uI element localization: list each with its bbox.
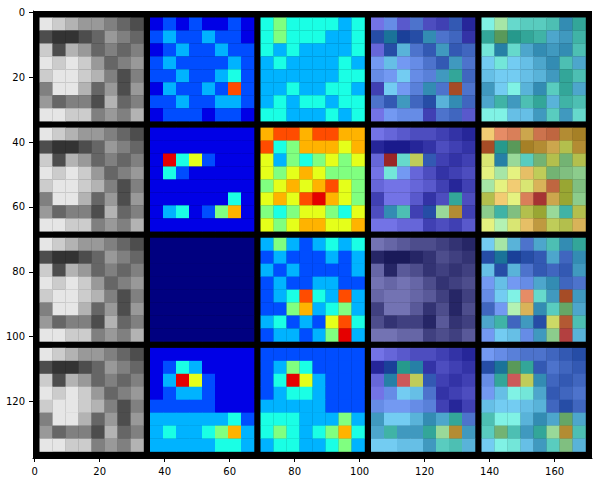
svg-text:100: 100	[350, 466, 369, 477]
svg-text:100: 100	[6, 331, 25, 342]
svg-text:0: 0	[19, 7, 25, 18]
svg-text:20: 20	[12, 72, 25, 83]
svg-text:60: 60	[223, 466, 236, 477]
svg-text:80: 80	[288, 466, 301, 477]
svg-text:60: 60	[12, 201, 25, 212]
svg-text:120: 120	[415, 466, 434, 477]
svg-text:0: 0	[31, 466, 37, 477]
svg-text:120: 120	[6, 396, 25, 407]
svg-text:80: 80	[12, 266, 25, 277]
svg-text:40: 40	[158, 466, 171, 477]
svg-text:160: 160	[545, 466, 564, 477]
svg-text:40: 40	[12, 137, 25, 148]
svg-text:140: 140	[480, 466, 499, 477]
svg-text:20: 20	[93, 466, 106, 477]
